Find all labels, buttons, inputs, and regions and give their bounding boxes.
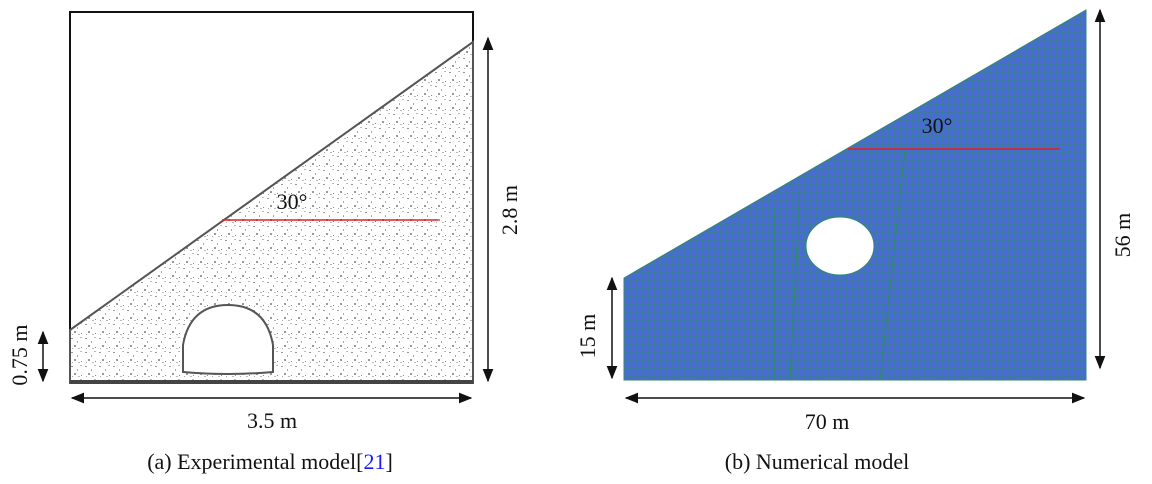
caption: (b) Numerical model [725, 449, 910, 474]
width-label: 70 m [805, 409, 850, 434]
panel-a: 30° 2.8 m 0.75 m 3.5 m (a) Experimental … [7, 12, 522, 474]
tunnel [183, 305, 273, 374]
base-height-label: 15 m [575, 314, 600, 359]
citation[interactable]: 21 [363, 449, 385, 474]
panel-b: 30° 56 m 15 m 70 m (b) Numerical model [575, 10, 1135, 474]
mesh [624, 10, 1086, 380]
angle-label: 30° [277, 189, 308, 214]
caption: (a) Experimental model[21] [147, 449, 393, 474]
tunnel [806, 217, 874, 275]
angle-label: 30° [922, 113, 953, 138]
base-height-label: 0.75 m [7, 324, 32, 385]
caption-text: (a) Experimental model[ [147, 449, 363, 474]
figure: 30° 2.8 m 0.75 m 3.5 m (a) Experimental … [0, 0, 1152, 479]
width-label: 3.5 m [247, 408, 297, 433]
height-label: 2.8 m [497, 185, 522, 235]
height-label: 56 m [1110, 213, 1135, 258]
caption-text: ] [385, 449, 392, 474]
